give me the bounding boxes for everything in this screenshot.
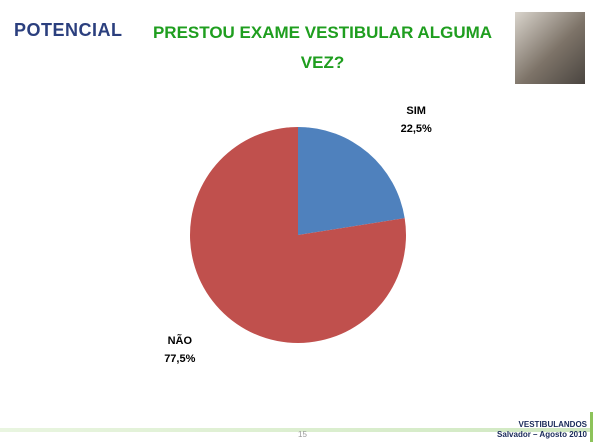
value-label: 77,5% [164,353,195,365]
slice-label: NÃO [168,334,193,347]
pie-slice [298,127,405,235]
photo [515,12,585,84]
logo: POTENCIAL [14,20,123,40]
chart-title: PRESTOU EXAME VESTIBULAR ALGUMA VEZ? [152,23,493,72]
page-number: 15 [298,430,307,439]
footer-bar [590,412,593,442]
footer-title: VESTIBULANDOS [518,420,587,429]
slice-label: SIM [406,105,426,117]
value-label: 22,5% [401,123,432,135]
footer-line [0,428,590,432]
footer-subtitle: Salvador – Agosto 2010 [497,430,587,439]
pie-slice [190,127,406,343]
